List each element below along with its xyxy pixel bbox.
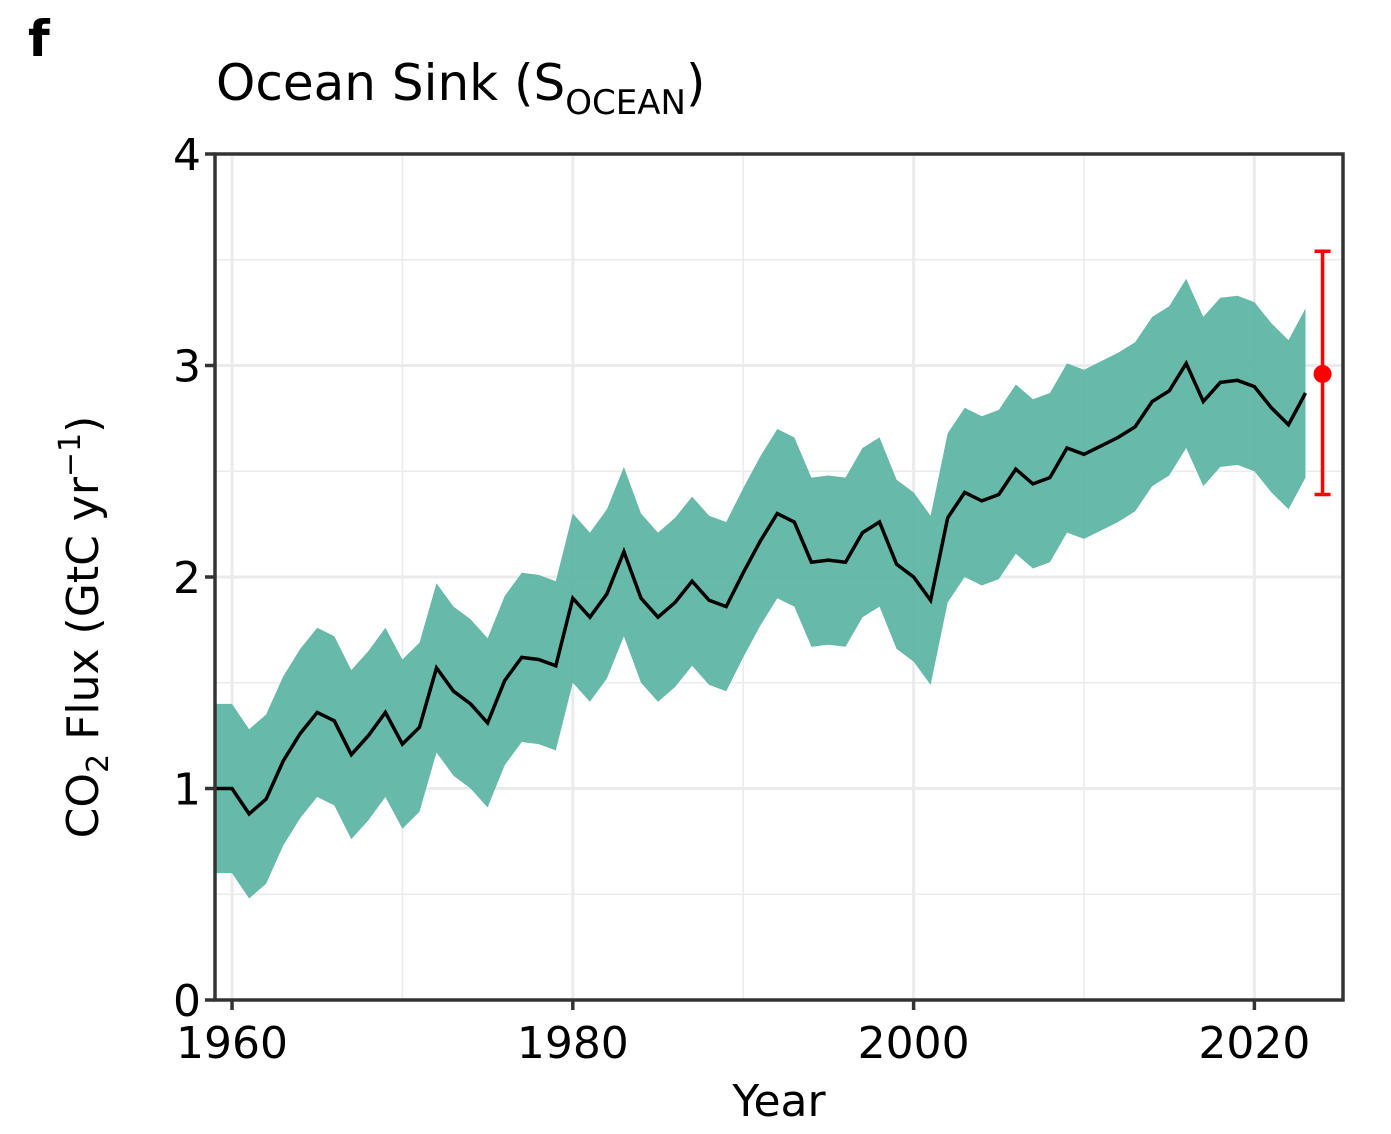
tick-layer: 0 1 2 3 4 1960 1980 2000 2020 xyxy=(173,130,1310,1069)
data-point-1983 xyxy=(622,550,625,553)
data-point-1992 xyxy=(776,512,779,515)
y-axis-title: CO2 Flux (GtC yr−1) xyxy=(53,416,116,839)
data-point-1978 xyxy=(537,658,540,661)
data-point-2022 xyxy=(1287,423,1290,426)
data-point-2006 xyxy=(1014,468,1017,471)
data-point-1967 xyxy=(350,753,353,756)
data-point-2014 xyxy=(1151,400,1154,403)
chart-title: Ocean Sink (SOCEAN) xyxy=(216,58,705,120)
data-point-1988 xyxy=(708,599,711,602)
data-point-1965 xyxy=(316,711,319,714)
data-point-2018 xyxy=(1219,381,1222,384)
data-point-1971 xyxy=(418,726,421,729)
data-point-2005 xyxy=(997,493,1000,496)
data-point-1984 xyxy=(639,597,642,600)
data-point-2010 xyxy=(1083,453,1086,456)
x-tick-label: 2020 xyxy=(1198,1018,1310,1069)
data-point-1974 xyxy=(469,702,472,705)
data-point-1993 xyxy=(793,521,796,524)
y-axis-title-prefix: CO xyxy=(58,773,109,838)
data-point-2008 xyxy=(1048,476,1051,479)
y-axis-title-units: Flux (GtC yr xyxy=(58,476,109,754)
x-tick-label: 1960 xyxy=(176,1018,288,1069)
data-point-2023 xyxy=(1304,391,1307,394)
data-point-1981 xyxy=(588,616,591,619)
data-point-1960 xyxy=(231,787,234,790)
data-point-1997 xyxy=(861,531,864,534)
data-point-1998 xyxy=(878,521,881,524)
point-layer xyxy=(1313,249,1332,497)
data-point-2012 xyxy=(1117,436,1120,439)
data-point-1985 xyxy=(657,616,660,619)
data-point-1979 xyxy=(554,664,557,667)
y-tick-label: 3 xyxy=(173,342,201,393)
data-point-1964 xyxy=(299,732,302,735)
y-axis-title-subscript: 2 xyxy=(81,754,116,773)
data-point-1977 xyxy=(520,656,523,659)
y-tick-label: 0 xyxy=(173,976,201,1027)
y-axis-title-superscript: −1 xyxy=(53,433,88,477)
data-point-1973 xyxy=(452,690,455,693)
data-point-2016 xyxy=(1185,362,1188,365)
data-point-2019 xyxy=(1236,379,1239,382)
data-point-1996 xyxy=(844,561,847,564)
y-tick-label: 4 xyxy=(173,130,201,181)
line-layer xyxy=(215,359,1308,817)
y-tick-label: 1 xyxy=(173,765,201,816)
chart-title-main: Ocean Sink (S xyxy=(216,54,566,112)
data-point-2000 xyxy=(912,576,915,579)
data-point-1969 xyxy=(384,711,387,714)
data-point-1987 xyxy=(691,580,694,583)
data-point-2002 xyxy=(946,516,949,519)
y-tick-label: 2 xyxy=(173,553,201,604)
data-point-1961 xyxy=(248,812,251,815)
data-point-1999 xyxy=(895,563,898,566)
data-point-1991 xyxy=(759,540,762,543)
data-point-2007 xyxy=(1031,482,1034,485)
data-point-1990 xyxy=(742,571,745,574)
data-point-1994 xyxy=(810,561,813,564)
data-point-1975 xyxy=(486,721,489,724)
x-tick-label: 1980 xyxy=(517,1018,629,1069)
y-axis-title-suffix: ) xyxy=(58,416,109,433)
uncertainty-band xyxy=(215,278,1306,899)
x-tick-label: 2000 xyxy=(858,1018,970,1069)
data-point-1966 xyxy=(333,719,336,722)
latest-estimate-point xyxy=(1313,364,1332,383)
data-point-1982 xyxy=(605,592,608,595)
data-point-1963 xyxy=(282,760,285,763)
data-point-1970 xyxy=(401,743,404,746)
data-point-1972 xyxy=(435,666,438,669)
data-point-1989 xyxy=(725,605,728,608)
data-point-2004 xyxy=(980,499,983,502)
data-point-2021 xyxy=(1270,406,1273,409)
data-point-1986 xyxy=(674,601,677,604)
data-point-2013 xyxy=(1134,425,1137,428)
chart-title-suffix: ) xyxy=(685,54,706,112)
data-point-2020 xyxy=(1253,385,1256,388)
data-point-2003 xyxy=(963,491,966,494)
data-point-1995 xyxy=(827,559,830,562)
mean-line xyxy=(215,359,1308,817)
data-point-1980 xyxy=(571,597,574,600)
x-axis-title: Year xyxy=(731,1076,826,1127)
data-point-1962 xyxy=(265,798,268,801)
data-point-2001 xyxy=(929,599,932,602)
data-point-2015 xyxy=(1168,389,1171,392)
data-point-2011 xyxy=(1100,444,1103,447)
data-point-1968 xyxy=(367,734,370,737)
data-point-1976 xyxy=(503,679,506,682)
chart-title-subscript: OCEAN xyxy=(565,83,686,123)
panel-label: f xyxy=(28,10,50,68)
data-point-2009 xyxy=(1065,446,1068,449)
band-layer xyxy=(215,278,1306,899)
data-point-2017 xyxy=(1202,400,1205,403)
